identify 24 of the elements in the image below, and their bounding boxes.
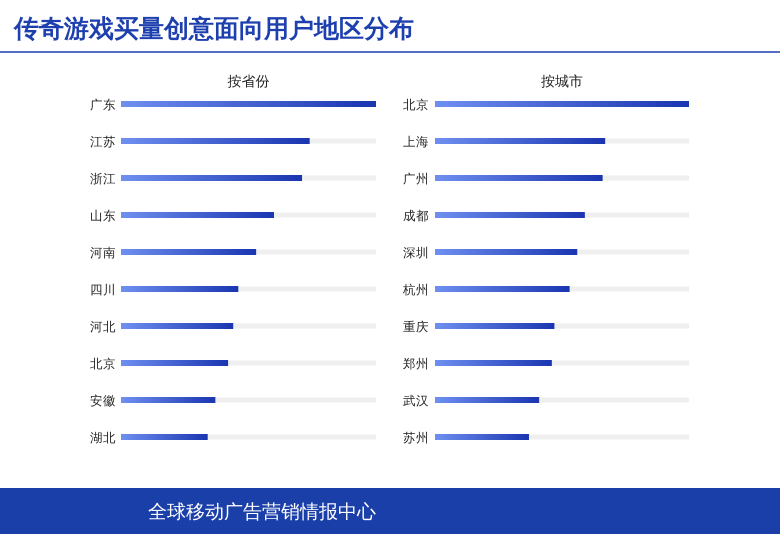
y-tick-label: 广州 <box>403 171 429 186</box>
y-tick-label: 河北 <box>90 319 116 334</box>
y-tick-label: 北京 <box>403 97 429 112</box>
chart-title: 按省份 <box>228 74 270 90</box>
y-tick-label: 湖北 <box>90 430 116 445</box>
y-tick-label: 杭州 <box>402 282 429 297</box>
chart-title: 按城市 <box>541 74 583 90</box>
y-tick-label: 苏州 <box>403 430 429 445</box>
text: 全球移动广告营销情报中心 <box>148 501 376 523</box>
y-tick-label: 深圳 <box>403 245 429 260</box>
y-tick-label: 重庆 <box>403 319 429 334</box>
y-tick-label: 武汉 <box>403 393 429 408</box>
y-tick-label: 郑州 <box>403 356 429 371</box>
y-tick-label: 广东 <box>90 97 116 112</box>
y-tick-label: 山东 <box>90 208 116 223</box>
y-tick-label: 成都 <box>403 208 429 223</box>
y-tick-label: 安徽 <box>90 393 116 408</box>
y-tick-label: 四川 <box>90 282 116 297</box>
text: 传奇游戏买量创意面向用户地区分布 <box>13 14 414 43</box>
y-tick-label: 北京 <box>90 356 116 371</box>
y-tick-label: 河南 <box>90 245 116 260</box>
y-tick-label: 江苏 <box>90 134 116 149</box>
y-tick-label: 浙江 <box>90 171 116 186</box>
y-tick-label: 上海 <box>403 134 429 149</box>
